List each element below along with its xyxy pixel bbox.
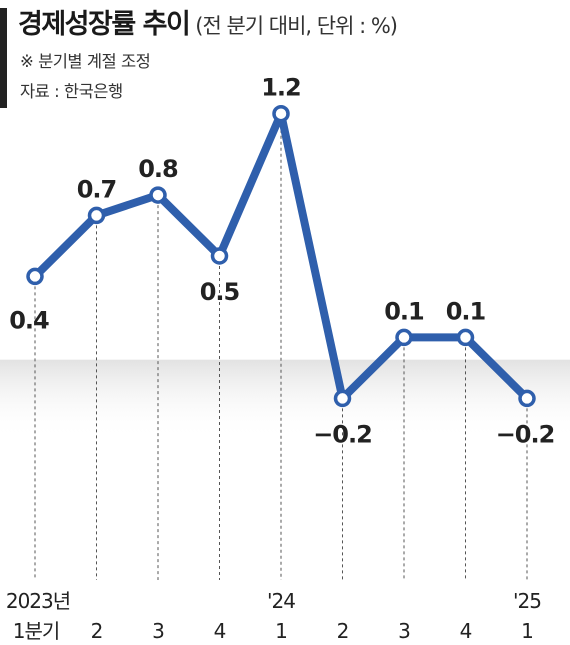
data-point (518, 389, 536, 408)
value-label: 0.4 (9, 306, 49, 334)
data-point (456, 328, 475, 347)
x-tick-quarter-label: 4 (214, 619, 226, 643)
x-tick-year-label: '24 (267, 589, 295, 613)
x-tick-quarter-label: 1 (521, 619, 533, 643)
value-label: 1.2 (261, 74, 301, 102)
adjustment-note: ※ 분기별 계절 조정 (20, 52, 151, 71)
source-note: 자료 : 한국은행 (20, 82, 123, 101)
x-tick-quarter-label: 3 (152, 619, 164, 643)
x-tick-quarter-label: 3 (398, 619, 410, 643)
chart-subtitle: (전 분기 대비, 단위 : %) (195, 14, 398, 38)
data-point (333, 389, 352, 408)
data-point (149, 186, 167, 204)
data-points (26, 104, 536, 408)
data-point (26, 267, 44, 286)
value-labels: 0.4 0.7 0.8 0.5 1.2 −0.2 0.1 0.1 −0.2 (9, 74, 555, 449)
guide-lines (34, 123, 528, 580)
value-label: 0.5 (200, 278, 240, 306)
x-tick-quarter-label: 1분기 (13, 619, 60, 643)
negative-region-band (0, 359, 570, 440)
data-point (210, 247, 229, 265)
value-label: 0.1 (446, 297, 486, 325)
value-label: −0.2 (313, 420, 372, 448)
header-accent-bar (0, 8, 7, 108)
data-point (87, 206, 106, 225)
value-label: 0.7 (77, 175, 117, 203)
x-tick-quarter-label: 4 (460, 619, 472, 643)
x-tick-quarter-label: 1 (275, 619, 287, 643)
x-tick-quarter-label: 2 (91, 619, 103, 643)
value-label: −0.2 (496, 420, 555, 448)
chart-title: 경제성장률 추이 (18, 9, 191, 40)
title-row: 경제성장률 추이 (전 분기 대비, 단위 : %) (18, 2, 398, 41)
value-label: 0.1 (384, 297, 424, 325)
data-point (272, 104, 290, 123)
x-tick-year-label: 2023년 (6, 589, 70, 613)
value-label: 0.8 (138, 155, 178, 183)
x-axis-tick-labels: 2023년 '24 '25 1분기 2 3 4 1 2 3 4 1 (6, 589, 542, 643)
x-tick-year-label: '25 (513, 589, 541, 613)
x-tick-quarter-label: 2 (337, 619, 349, 643)
data-point (395, 328, 413, 347)
